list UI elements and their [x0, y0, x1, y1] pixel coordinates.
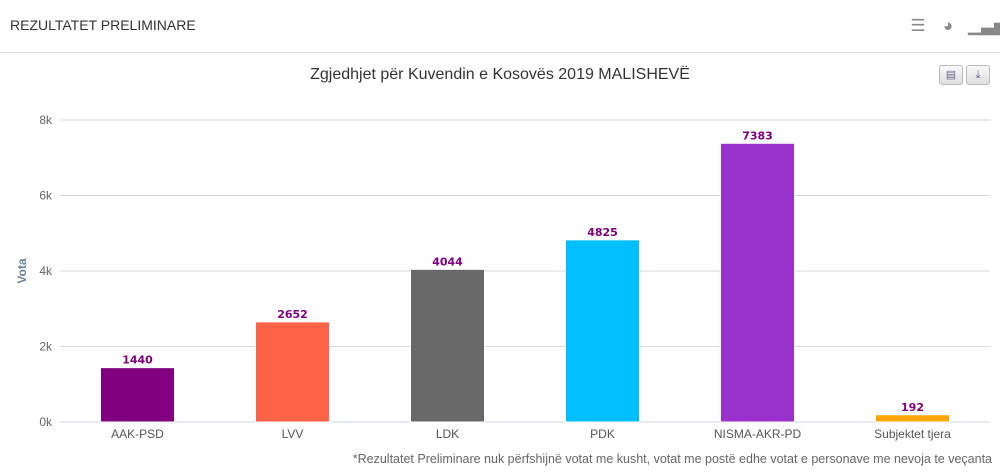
x-tick-label: Subjektet tjera	[874, 427, 951, 441]
list-icon[interactable]: ☰	[910, 16, 926, 35]
bar-lvv[interactable]	[255, 321, 330, 423]
x-tick-label: NISMA-AKR-PD	[714, 427, 802, 441]
y-tick-label: 6k	[39, 189, 53, 203]
print-button[interactable]: ▤	[939, 65, 963, 85]
y-tick-label: 4k	[39, 264, 53, 278]
data-label: 4825	[587, 226, 618, 239]
panel-title: REZULTATET PRELIMINARE	[10, 17, 196, 33]
pie-chart-icon[interactable]: ◕	[942, 16, 954, 35]
data-label: 2652	[277, 308, 308, 321]
print-icon: ▤	[945, 69, 957, 81]
data-label: 192	[901, 401, 924, 414]
x-tick-label: AAK-PSD	[111, 427, 164, 441]
y-tick-label: 2k	[39, 340, 53, 354]
bar-pdk[interactable]	[565, 239, 640, 423]
bar-ldk[interactable]	[410, 268, 485, 423]
x-tick-label: LVV	[282, 427, 304, 441]
data-label: 4044	[432, 255, 463, 268]
bar-subjektet-tjera[interactable]	[875, 414, 950, 423]
x-tick-label: PDK	[590, 427, 615, 441]
bar-nisma-akr-pd[interactable]	[720, 142, 795, 423]
bar-aak-psd[interactable]	[100, 367, 175, 423]
y-tick-label: 0k	[39, 415, 53, 429]
footnote: *Rezultatet Preliminare nuk përfshijnë v…	[352, 452, 992, 466]
download-icon: ⤓	[975, 69, 981, 81]
panel-header: REZULTATET PRELIMINARE ☰ ◕ ▁▃▅	[0, 0, 1000, 53]
chart-title: Zgjedhjet për Kuvendin e Kosovës 2019 MA…	[310, 66, 690, 83]
y-tick-label: 8k	[39, 113, 53, 127]
x-tick-label: LDK	[436, 427, 459, 441]
data-label: 1440	[122, 354, 153, 367]
data-label: 7383	[742, 129, 773, 142]
y-axis-label: Vota	[15, 258, 29, 283]
download-button[interactable]: ⤓	[966, 65, 990, 85]
